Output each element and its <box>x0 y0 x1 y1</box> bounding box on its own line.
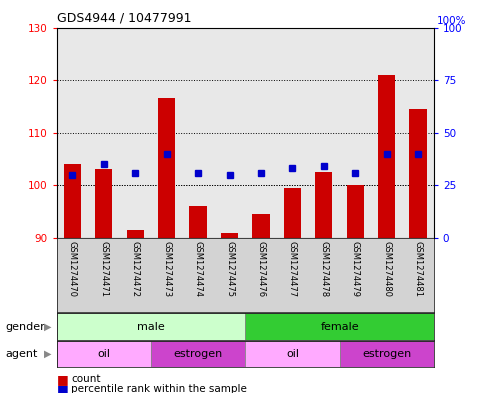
Text: percentile rank within the sample: percentile rank within the sample <box>71 384 247 393</box>
Text: female: female <box>320 321 359 332</box>
Text: GSM1274479: GSM1274479 <box>351 241 360 298</box>
Bar <box>151 341 245 367</box>
Bar <box>57 341 151 367</box>
Text: count: count <box>71 374 101 384</box>
Bar <box>57 313 245 340</box>
Bar <box>127 230 144 238</box>
Bar <box>245 341 340 367</box>
Text: GSM1274473: GSM1274473 <box>162 241 171 298</box>
Bar <box>378 75 395 238</box>
Text: GSM1274476: GSM1274476 <box>256 241 266 298</box>
Text: GSM1274470: GSM1274470 <box>68 241 77 298</box>
Bar <box>410 109 427 238</box>
Text: GSM1274471: GSM1274471 <box>99 241 108 298</box>
Bar <box>189 206 207 238</box>
Text: estrogen: estrogen <box>362 349 411 359</box>
Text: male: male <box>137 321 165 332</box>
Text: 100%: 100% <box>437 16 466 26</box>
Text: estrogen: estrogen <box>174 349 223 359</box>
Bar <box>158 99 176 238</box>
Text: GSM1274474: GSM1274474 <box>194 241 203 298</box>
Text: ■: ■ <box>57 382 69 393</box>
Text: GDS4944 / 10477991: GDS4944 / 10477991 <box>57 12 191 25</box>
Bar <box>340 341 434 367</box>
Text: ▶: ▶ <box>44 349 52 359</box>
Text: agent: agent <box>5 349 37 359</box>
Bar <box>347 185 364 238</box>
Text: oil: oil <box>286 349 299 359</box>
Bar <box>315 172 332 238</box>
Bar <box>252 214 270 238</box>
Text: GSM1274477: GSM1274477 <box>288 241 297 298</box>
Text: GSM1274481: GSM1274481 <box>414 241 423 298</box>
Bar <box>64 164 81 238</box>
Text: GSM1274475: GSM1274475 <box>225 241 234 298</box>
Bar <box>221 233 238 238</box>
Text: GSM1274472: GSM1274472 <box>131 241 140 298</box>
Text: gender: gender <box>5 321 45 332</box>
Bar <box>284 188 301 238</box>
Bar <box>95 169 112 238</box>
Text: ▶: ▶ <box>44 321 52 332</box>
Text: oil: oil <box>97 349 110 359</box>
Bar <box>245 313 434 340</box>
Text: GSM1274480: GSM1274480 <box>382 241 391 298</box>
Text: ■: ■ <box>57 373 69 386</box>
Text: GSM1274478: GSM1274478 <box>319 241 328 298</box>
